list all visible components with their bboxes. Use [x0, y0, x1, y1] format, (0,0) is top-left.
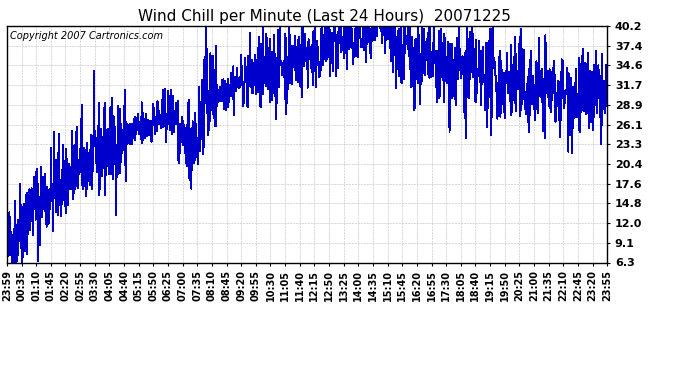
- Text: Wind Chill per Minute (Last 24 Hours)  20071225: Wind Chill per Minute (Last 24 Hours) 20…: [138, 9, 511, 24]
- Text: Copyright 2007 Cartronics.com: Copyright 2007 Cartronics.com: [10, 31, 163, 41]
